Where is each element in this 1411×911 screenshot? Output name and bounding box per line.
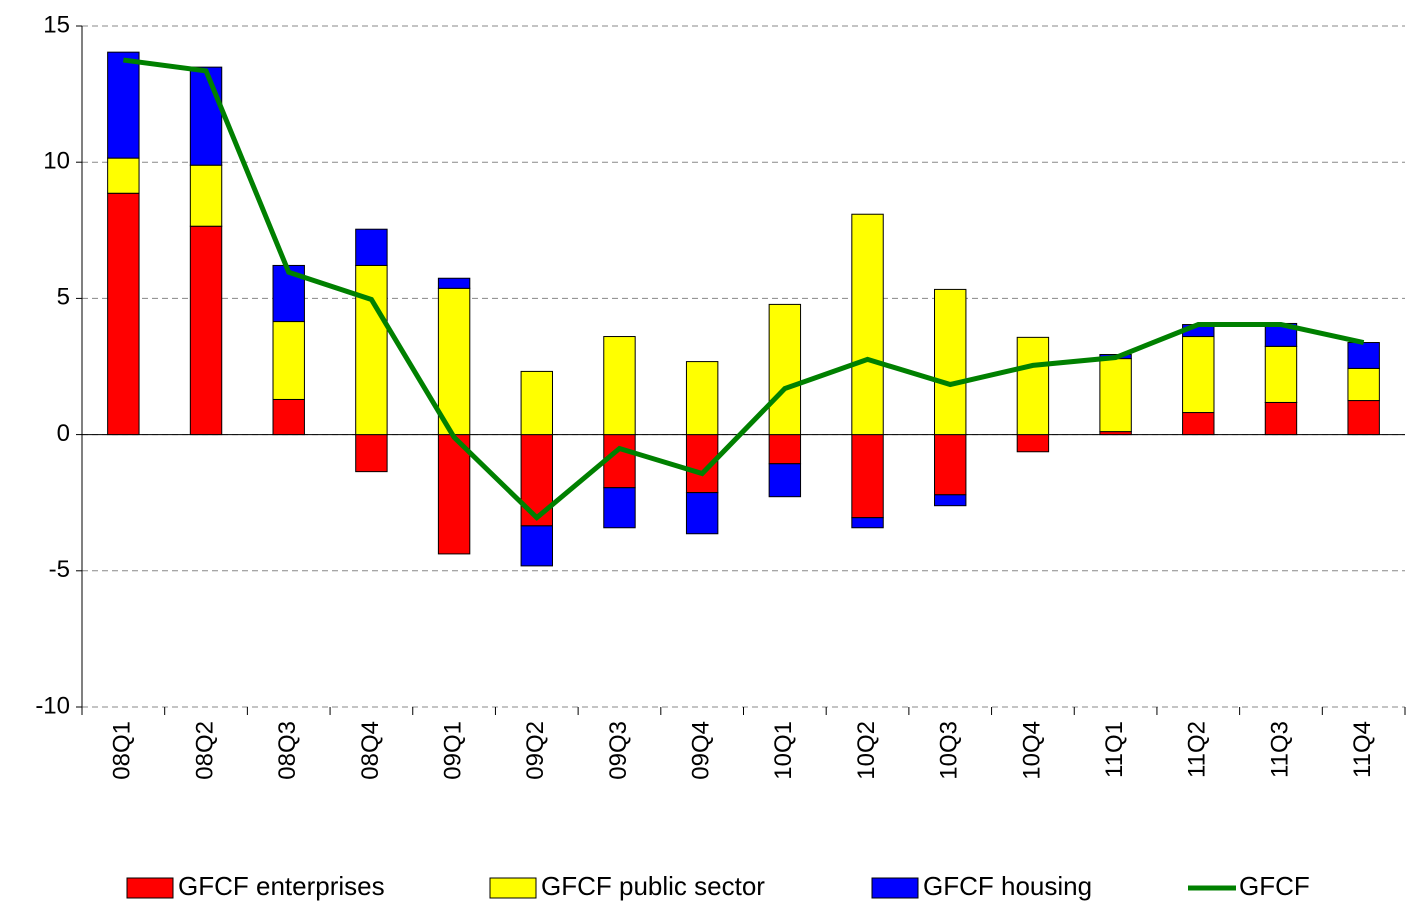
legend-label: GFCF enterprises: [178, 871, 385, 901]
bar: [1182, 412, 1215, 436]
bar: [1264, 401, 1298, 436]
y-tick-label: 5: [57, 284, 70, 311]
bar: [603, 336, 636, 436]
x-tick-label: 11Q4: [1349, 721, 1376, 778]
x-tick-label: 09Q4: [688, 721, 715, 780]
y-tick-label: 0: [57, 420, 70, 447]
bar: [107, 51, 140, 159]
x-tick-label: 11Q3: [1266, 721, 1293, 778]
x-tick-label: 08Q2: [191, 721, 218, 780]
x-tick-label: 09Q2: [522, 721, 549, 780]
bar: [1016, 336, 1050, 436]
bar: [1347, 342, 1380, 369]
bar: [851, 213, 884, 436]
bar: [685, 492, 719, 535]
x-tick-label: 11Q2: [1184, 721, 1211, 778]
x-tick-label: 10Q3: [936, 721, 963, 780]
bar: [1099, 358, 1132, 433]
legend-swatch: [126, 877, 174, 899]
bar: [768, 434, 802, 465]
bar: [189, 164, 223, 227]
bar: [520, 370, 553, 436]
bar: [189, 225, 223, 436]
bar: [851, 434, 884, 519]
bar: [437, 287, 471, 436]
x-tick-label: 08Q4: [357, 721, 384, 780]
x-tick-label: 10Q2: [853, 721, 880, 780]
bar: [107, 157, 140, 194]
y-tick-label: -5: [49, 556, 70, 583]
bar: [272, 398, 305, 436]
x-tick-label: 09Q1: [439, 721, 466, 780]
bar: [355, 264, 388, 436]
bar: [768, 303, 802, 436]
legend-label: GFCF housing: [923, 871, 1092, 901]
bar: [520, 434, 553, 527]
x-tick-label: 11Q1: [1101, 721, 1128, 778]
bar: [107, 192, 140, 436]
bar: [934, 434, 967, 496]
bar: [768, 463, 802, 498]
legend-swatch: [871, 877, 919, 899]
bar: [272, 321, 305, 400]
bar: [1016, 434, 1050, 453]
legend-swatch: [489, 877, 537, 899]
x-tick-label: 10Q4: [1018, 721, 1045, 780]
bar: [603, 434, 636, 489]
bar: [437, 277, 471, 289]
x-tick-label: 10Q1: [770, 721, 797, 780]
legend-label: GFCF public sector: [541, 871, 765, 901]
y-tick-label: 10: [43, 148, 70, 175]
bar: [1347, 367, 1380, 402]
bar: [1182, 336, 1215, 414]
y-tick-label: 15: [43, 11, 70, 38]
legend-label: GFCF: [1239, 871, 1310, 901]
bar: [603, 487, 636, 529]
bar: [1264, 345, 1298, 403]
bar: [934, 288, 967, 436]
x-tick-label: 08Q3: [274, 721, 301, 780]
bar: [685, 361, 719, 436]
x-tick-label: 08Q1: [109, 721, 136, 780]
bar: [437, 434, 471, 555]
bar: [355, 228, 388, 266]
bar: [851, 517, 884, 529]
bar: [355, 434, 388, 473]
bar: [934, 494, 967, 507]
bar: [520, 525, 553, 567]
x-tick-label: 09Q3: [605, 721, 632, 780]
bar: [1347, 400, 1380, 436]
bar: [189, 66, 223, 166]
line: [123, 57, 1365, 522]
y-tick-label: -10: [35, 692, 70, 719]
